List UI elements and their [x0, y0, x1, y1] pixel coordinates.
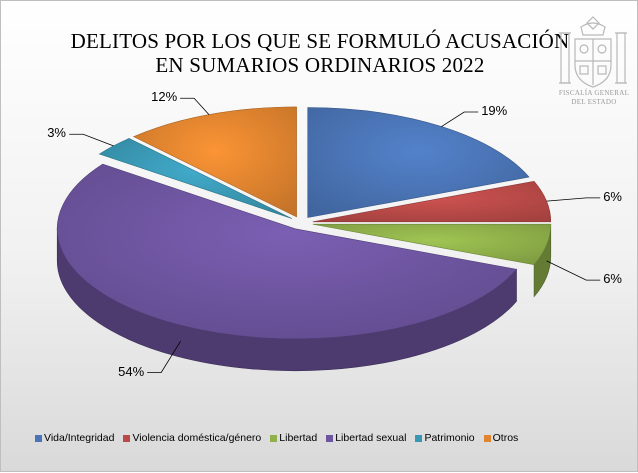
legend-swatch-3 [326, 434, 334, 442]
leader-line-1 [546, 197, 601, 202]
legend-item-2: Libertad [270, 432, 317, 444]
legend-item-1: Violencia doméstica/género [123, 432, 261, 444]
legend-swatch-0 [35, 434, 42, 442]
data-label-2: 6% [603, 271, 622, 287]
leader-line-4 [69, 133, 114, 147]
data-label-5: 12% [151, 89, 178, 105]
chart-title-line-1: DELITOS POR LOS QUE SE FORMULÓ ACUSACIÓN [70, 29, 570, 53]
pie-slice-libertad [312, 223, 552, 266]
data-label-4: 3% [47, 125, 66, 141]
legend-swatch-5 [483, 434, 491, 442]
leader-line-5 [180, 97, 210, 115]
legend-item-0: Vida/Integridad [35, 432, 114, 444]
legend-item-5: Otros [483, 432, 519, 444]
data-label-3: 54% [118, 363, 145, 379]
legend-label-3: Libertad sexual [335, 432, 407, 444]
legend-item-3: Libertad sexual [326, 432, 406, 444]
legend-swatch-4 [415, 434, 423, 442]
legend-label-4: Patrimonio [424, 432, 475, 444]
pie-slice-libertad-sexual [56, 163, 518, 340]
leader-line-0 [441, 111, 479, 127]
data-label-0: 19% [481, 103, 508, 118]
legend-label-1: Violencia doméstica/género [132, 432, 262, 444]
legend-swatch-1 [123, 434, 131, 442]
chart-title-line-2: EN SUMARIOS ORDINARIOS 2022 [155, 53, 485, 77]
pie-slice-vida-integridad [307, 107, 530, 218]
data-label-1: 6% [603, 188, 622, 204]
legend-item-4: Patrimonio [415, 432, 475, 444]
coat-of-arms-logo [559, 16, 627, 88]
emblem-caption-line-2: DEL ESTADO [571, 98, 617, 106]
leader-line-3 [147, 340, 181, 374]
legend-label-2: Libertad [279, 432, 318, 444]
legend-swatch-2 [270, 434, 278, 442]
emblem-caption-line-1: FISCALÍA GENERAL [558, 89, 630, 97]
legend-label-5: Otros [492, 432, 519, 444]
legend-label-0: Vida/Integridad [44, 432, 115, 444]
legend: Vida/Integridad Violencia doméstica/géner… [35, 432, 635, 444]
leader-line-2 [546, 260, 601, 281]
pie-slice-violencia-dom-stica-g-nero [312, 180, 552, 223]
